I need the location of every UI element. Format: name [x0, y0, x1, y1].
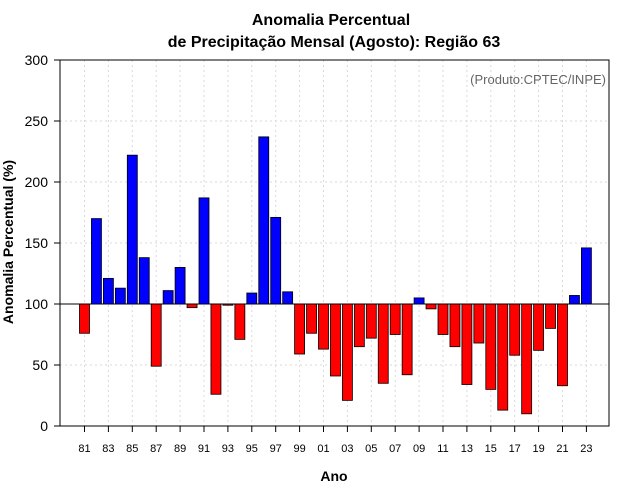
bar-03	[341, 303, 353, 401]
chart-title-line1: Anomalia Percentual	[252, 12, 410, 29]
x-tick-label: 15	[485, 443, 497, 455]
source-annotation: (Produto:CPTEC/INPE)	[470, 72, 606, 87]
x-axis: 81 83 85 87 89 91 93 95 97 99 01 03 05 07 09 11 13 15 17 19…	[78, 426, 593, 455]
bar-17	[509, 303, 521, 356]
bar-96	[258, 136, 270, 305]
x-tick-label: 97	[270, 443, 282, 455]
bar-06	[377, 303, 389, 384]
bar-04	[353, 303, 365, 348]
bar-18	[521, 303, 533, 415]
x-tick-label: 19	[532, 443, 544, 455]
bar-11	[437, 303, 449, 335]
bar-89	[174, 266, 186, 305]
y-tick-label: 150	[25, 235, 49, 251]
chart-title-line2: de Precipitação Mensal (Agosto): Região …	[168, 34, 501, 51]
x-axis-label: Ano	[320, 468, 347, 484]
bar-98	[282, 291, 294, 305]
y-axis-label: Anomalia Percentual (%)	[0, 160, 16, 324]
bar-81	[79, 303, 90, 334]
x-tick-label: 09	[413, 443, 425, 455]
x-tick-label: 83	[102, 443, 114, 455]
bar-15	[485, 303, 497, 390]
bar-86	[138, 257, 150, 305]
bar-83	[103, 277, 114, 305]
bar-90	[186, 303, 198, 309]
bar-01	[318, 303, 329, 350]
bar-09	[413, 297, 425, 305]
bar-00	[306, 303, 317, 334]
y-tick-label: 300	[25, 52, 49, 68]
x-tick-label: 07	[389, 443, 401, 455]
bar-23	[581, 247, 592, 305]
x-tick-label: 81	[78, 443, 90, 455]
x-tick-label: 11	[437, 443, 448, 455]
bar-13	[461, 303, 473, 385]
bar-16	[497, 303, 509, 411]
y-tick-label: 50	[32, 357, 48, 373]
bar-92	[210, 303, 222, 395]
bar-21	[557, 303, 568, 387]
bar-22	[569, 295, 580, 305]
x-tick-label: 93	[222, 443, 234, 455]
bar-14	[473, 303, 485, 344]
bar-10	[425, 303, 437, 310]
x-tick-label: 23	[580, 443, 592, 455]
bar-12	[449, 303, 461, 348]
x-tick-label: 89	[174, 443, 186, 455]
bar-99	[294, 303, 306, 355]
x-tick-label: 05	[365, 443, 377, 455]
bar-88	[162, 290, 174, 305]
bar-84	[114, 287, 126, 305]
bar-19	[533, 303, 544, 351]
bar-20	[545, 303, 556, 329]
bar-07	[389, 303, 401, 335]
bar-85	[126, 154, 138, 305]
bar-95	[246, 292, 258, 305]
bar-02	[330, 303, 341, 377]
x-tick-label: 03	[341, 443, 353, 455]
x-tick-label: 91	[198, 443, 210, 455]
x-tick-label: 21	[556, 443, 568, 455]
bar-87	[150, 303, 162, 367]
y-tick-label: 250	[25, 113, 49, 129]
bar-08	[401, 303, 413, 376]
x-tick-label: 99	[293, 443, 305, 455]
bar-05	[365, 303, 377, 339]
y-tick-label: 100	[25, 296, 49, 312]
x-tick-label: 87	[150, 443, 162, 455]
bar-97	[270, 216, 282, 305]
x-tick-label: 85	[126, 443, 138, 455]
x-tick-label: 95	[246, 443, 258, 455]
y-tick-label: 0	[40, 418, 48, 434]
bar-91	[198, 197, 210, 305]
x-tick-label: 17	[509, 443, 521, 455]
x-tick-label: 13	[461, 443, 473, 455]
y-axis: 0 50 100 150 200 250 300	[25, 52, 60, 434]
bars-layer	[79, 136, 592, 415]
bar-94	[234, 303, 246, 340]
y-tick-label: 200	[25, 174, 49, 190]
x-tick-label: 01	[317, 443, 329, 455]
bar-82	[91, 218, 102, 305]
